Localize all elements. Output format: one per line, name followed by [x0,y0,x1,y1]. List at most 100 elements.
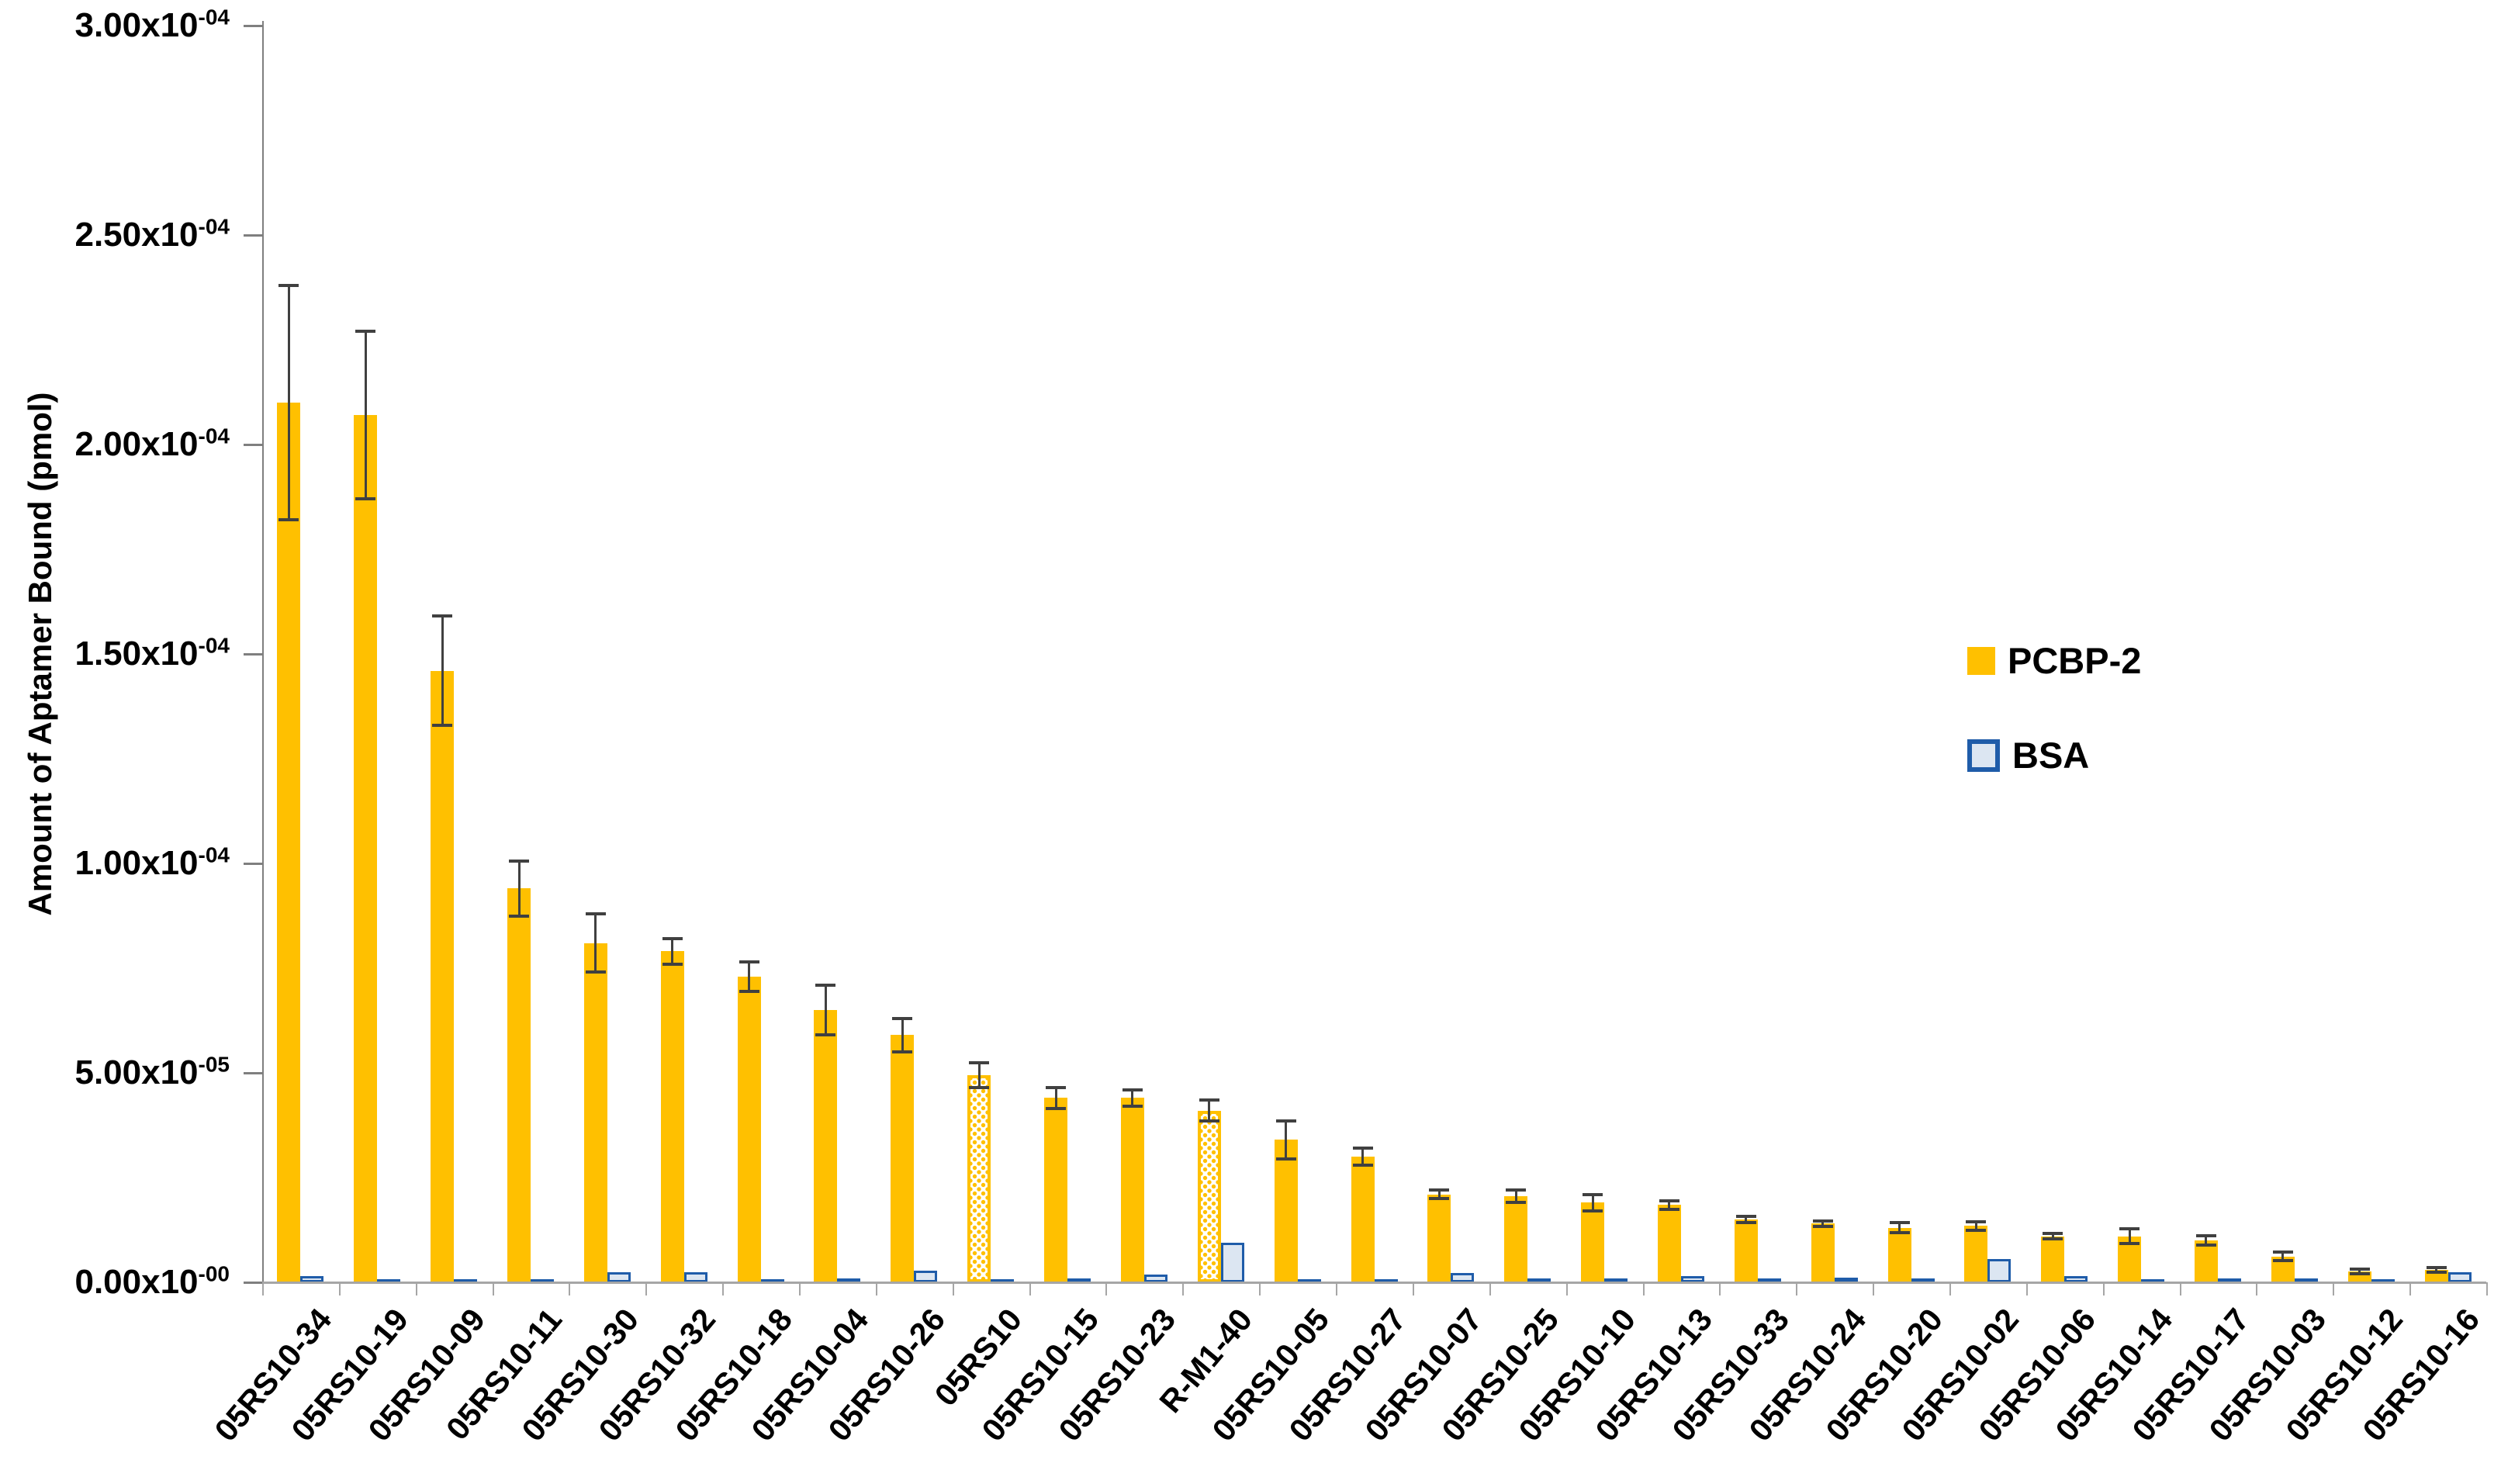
x-tick-mark [799,1282,801,1295]
x-tick-mark [1489,1282,1491,1295]
bar-pcbp2 [2194,1240,2218,1282]
error-bar-cap-bottom [1966,1228,1987,1232]
bar-bsa [1220,1242,1244,1282]
error-bar-line [1898,1223,1901,1233]
y-tick-mark [244,1072,262,1074]
error-bar-line [1361,1148,1364,1165]
error-bar-line [1821,1221,1825,1226]
error-bar-cap-top [1046,1085,1067,1089]
legend-item-bsa: BSA [1967,734,2089,777]
error-bar-cap-top [2043,1232,2063,1236]
x-tick-mark [952,1282,954,1295]
error-bar-cap-bottom [1889,1231,1910,1235]
bar-pcbp2 [1274,1140,1298,1282]
x-tick-mark [1182,1282,1185,1295]
error-bar-line [1285,1121,1288,1159]
error-bar-cap-bottom [1352,1163,1373,1167]
x-axis-line [262,1282,2486,1284]
error-bar-cap-bottom [1583,1209,1603,1213]
y-tick-label: 2.00x10-04 [74,424,230,463]
error-bar-line [2435,1268,2438,1272]
bar-bsa [607,1271,631,1282]
x-tick-mark [1949,1282,1951,1295]
error-bar-cap-bottom [1506,1201,1527,1205]
error-bar-cap-top [1122,1088,1143,1091]
error-bar-cap-top [1429,1188,1450,1192]
error-bar-cap-bottom [1659,1207,1679,1211]
x-tick-mark [1259,1282,1261,1295]
error-bar-cap-bottom [2119,1242,2140,1246]
error-bar-line [364,331,367,500]
y-tick-mark [244,653,262,656]
error-bar-cap-bottom [1275,1157,1296,1161]
y-tick-mark [244,444,262,446]
bar-pcbp2 [583,943,607,1282]
error-bar-cap-bottom [1812,1224,1833,1228]
bar-pcbp2 [737,976,761,1282]
error-bar-cap-bottom [355,497,376,501]
y-tick-label: 2.50x10-04 [74,214,230,254]
x-tick-mark [1719,1282,1721,1295]
error-bar-cap-top [739,960,759,963]
legend-item-pcbp2: PCBP-2 [1967,639,2141,682]
y-tick-mark [244,1282,262,1284]
error-bar-cap-top [1506,1188,1527,1192]
x-tick-mark [2025,1282,2028,1295]
legend-label-bsa: BSA [2012,735,2090,776]
bar-pcbp2 [1657,1205,1681,1282]
error-bar-line [1131,1089,1134,1107]
error-bar-cap-bottom [432,723,453,727]
y-tick-label: 1.00x10-04 [74,842,230,882]
error-bar-line [287,285,290,521]
bar-pcbp2 [431,670,455,1282]
x-tick-mark [262,1282,264,1295]
error-bar-cap-top [1659,1199,1679,1202]
x-tick-mark [569,1282,571,1295]
error-bar-line [1437,1190,1441,1199]
error-bar-line [1974,1221,1977,1230]
error-bar-cap-bottom [2426,1270,2447,1274]
bar-pcbp2 [507,888,531,1282]
error-bar-cap-bottom [1122,1105,1143,1109]
error-bar-cap-top [1966,1219,1987,1223]
error-bar-cap-bottom [585,970,606,974]
error-bar-cap-bottom [815,1033,836,1037]
error-bar-cap-top [355,330,376,334]
legend-label-pcbp2: PCBP-2 [2008,640,2142,681]
error-bar-cap-top [1352,1147,1373,1150]
error-bar-cap-bottom [1735,1221,1756,1225]
x-tick-mark [2333,1282,2335,1295]
x-tick-mark [415,1282,417,1295]
bar-pcbp2 [354,415,378,1282]
x-tick-mark [1412,1282,1414,1295]
bar-bsa [1680,1275,1704,1282]
bar-pcbp2 [1581,1202,1605,1282]
x-tick-mark [2179,1282,2181,1295]
y-tick-mark [244,863,262,865]
x-tick-mark [722,1282,725,1295]
x-tick-mark [2102,1282,2105,1295]
error-bar-cap-bottom [662,962,683,966]
y-tick-label: 5.00x10-05 [74,1052,230,1091]
pcbp2-swatch-icon [1967,646,1995,675]
error-bar-line [1745,1216,1748,1223]
error-bar-cap-top [278,283,299,287]
error-bar-cap-bottom [2349,1271,2370,1275]
error-bar-cap-top [2272,1251,2293,1254]
error-bar-cap-top [1889,1221,1910,1225]
bar-pcbp2 [1120,1098,1144,1282]
error-bar-line [1514,1190,1517,1203]
error-bar-line [671,939,674,964]
error-bar-line [901,1018,904,1052]
error-bar-cap-top [1199,1098,1219,1102]
error-bar-cap-bottom [892,1050,913,1053]
bar-bsa [1451,1273,1475,1282]
error-bar-cap-bottom [278,518,299,522]
x-tick-mark [1873,1282,1875,1295]
error-bar-cap-top [2119,1226,2140,1230]
error-bar-line [594,913,597,973]
bar-bsa [2447,1271,2472,1282]
x-tick-mark [2409,1282,2412,1295]
error-bar-cap-top [892,1016,913,1020]
error-bar-cap-top [432,614,453,618]
